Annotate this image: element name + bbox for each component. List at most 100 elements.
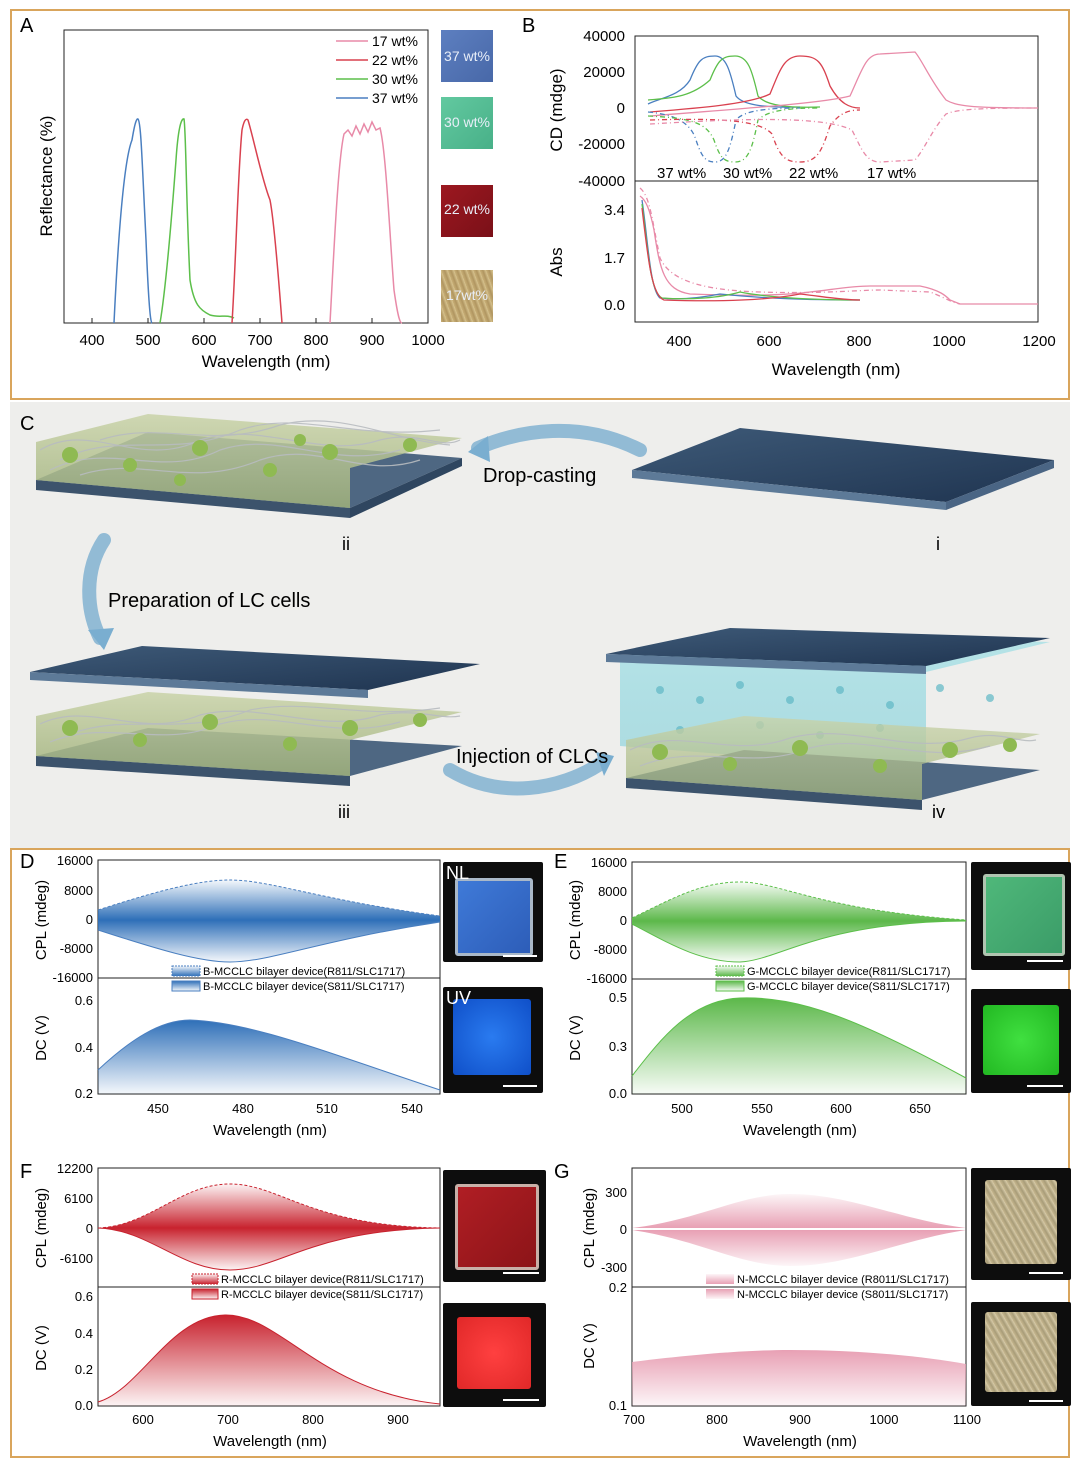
panel-a: A 400 500 600 700 800 900 1000 Wavelengt… [20,15,445,371]
tick-label: 540 [401,1101,423,1116]
tick-label: 0.6 [75,1289,93,1304]
plot-f-dc-line [97,1314,441,1405]
curve-a-17wt [329,120,403,324]
glass-edge [946,460,1054,510]
plot-b-abs-yticks: 3.4 1.7 0.0 [604,202,625,314]
tick-label: 0 [617,100,625,117]
tick-label: 500 [135,332,160,349]
plot-e-cpl-fill-top [632,882,966,921]
plot-d-cpl-line-r [97,879,441,917]
tick-label: -300 [601,1260,627,1275]
tick-label: 600 [756,333,781,350]
plot-f-cpl-line-s [97,1227,441,1271]
scale-bar [503,955,537,957]
scale-bar [503,1399,539,1401]
legend-entry: N-MCCLC bilayer device (S8011/SLC1717) [737,1289,948,1301]
curve-b-cd-17wt [649,51,1039,117]
plot-e-cpl-line-s [631,920,967,963]
tick-label: -8000 [60,941,93,956]
panel-c: C [20,413,1054,822]
panel-e: E 16000 8000 0 -8000 -16000 0.5 0.3 0.0 … [554,851,967,1139]
tick-label: 12200 [57,1161,93,1176]
plot-d-dc-yticks: 0.6 0.4 0.2 [75,993,93,1101]
glass-edge [626,778,922,810]
tick-label: 450 [147,1101,169,1116]
fiber-network [39,705,461,743]
tick-label: 900 [789,1412,811,1427]
curve-b-abs-30wt [641,203,861,301]
tick-label: 8000 [64,883,93,898]
curve-a-22wt [231,118,283,324]
glass-edge [36,480,350,518]
plot-f-cpl-yticks: 12200 6100 0 -6100 [57,1161,93,1266]
tick-label: 0.0 [75,1398,93,1413]
photo-d-uv: UV [443,987,543,1093]
schematic-step-ii [36,414,462,518]
panel-letter-b: B [522,15,535,37]
step-label-iii: iii [338,802,350,822]
plot-a-xlabel: Wavelength (nm) [202,352,331,371]
plot-f-dc-fill [98,1314,440,1406]
device-sample [983,1005,1059,1075]
tick-label: 510 [316,1101,338,1116]
swatch-22wt: 22 wt% [441,185,493,237]
top-glass [606,628,1050,666]
plot-f-dc-ylabel: DC (V) [33,1325,50,1371]
plot-e-dc-line [631,997,967,1079]
tick-label: -8000 [594,942,627,957]
photo-label-nl: NL [446,863,470,883]
step-label-i: i [936,534,940,554]
tick-label: 0.0 [609,1086,627,1101]
tick-label: 800 [846,333,871,350]
legend-entry: B-MCCLC bilayer device(R811/SLC1717) [203,966,405,978]
legend-entry: R-MCCLC bilayer device(R811/SLC1717) [221,1274,424,1286]
fiber-layer [626,716,1040,800]
swatch-17wt: 17wt% [441,270,493,322]
step-label-ii: ii [342,534,350,554]
plot-e-dc-fill [632,997,966,1094]
plot-e-dc-yticks: 0.5 0.3 0.0 [609,990,627,1101]
plot-f-xlabel: Wavelength (nm) [213,1433,327,1450]
panel-d: D 16000 8000 0 -8000 -16000 0.6 0.4 0.2 … [20,851,441,1139]
device-sample [983,874,1065,956]
tick-label: 8000 [598,884,627,899]
plot-a-xticks: 400 500 600 700 800 900 1000 [79,318,445,349]
plot-g-xlabel: Wavelength (nm) [743,1433,857,1450]
plot-b-cd-ylabel: CD (mdge) [547,68,566,151]
frame-panels-ab [10,9,1070,400]
plot-d-cpl-line-s [97,921,441,963]
device-sample [457,1317,531,1389]
legend-entry: 22 wt% [372,52,418,68]
fiber-network [629,732,1037,767]
arrow-injection [443,757,607,796]
tick-label: 0 [86,1221,93,1236]
tick-label: 1000 [932,333,965,350]
plot-g-cpl-fill-bottom [632,1230,966,1266]
scale-bar [503,1272,539,1274]
tick-label: 0.2 [75,1086,93,1101]
curve-b-abs-22wt [641,207,861,302]
tick-label: 0 [620,1222,627,1237]
panel-g: G 300 0 -300 0.2 0.1 700 800 900 1000 11… [554,1161,981,1450]
curve-b-cd-30wt-neg [647,107,821,163]
legend-entry: G-MCCLC bilayer device(R811/SLC1717) [747,966,950,978]
schematic-step-iv [606,628,1050,810]
plot-g-cpl-ylabel: CPL (mdeg) [581,1188,598,1268]
plot-e-xticks: 500 550 600 650 [671,1101,931,1116]
swatch-label: 30 wt% [444,114,490,130]
legend-entry: R-MCCLC bilayer device(S811/SLC1717) [221,1289,423,1301]
curve-b-cd-37wt-neg [647,107,801,163]
tick-label: 0.2 [75,1362,93,1377]
tick-label: 6100 [64,1191,93,1206]
label-preparation: Preparation of LC cells [108,590,310,612]
photo-label-uv: UV [446,988,472,1008]
plot-g-dc-fill [632,1350,966,1406]
tick-label: 800 [302,1412,324,1427]
plot-b-curve-labels: 37 wt% 30 wt% 22 wt% 17 wt% [657,165,916,182]
tick-label: -16000 [53,970,93,985]
arrow-drop-casting [471,423,647,457]
curve-b-cd-22wt [649,55,861,113]
tick-label: 400 [79,332,104,349]
tick-label: 0.4 [75,1040,93,1055]
